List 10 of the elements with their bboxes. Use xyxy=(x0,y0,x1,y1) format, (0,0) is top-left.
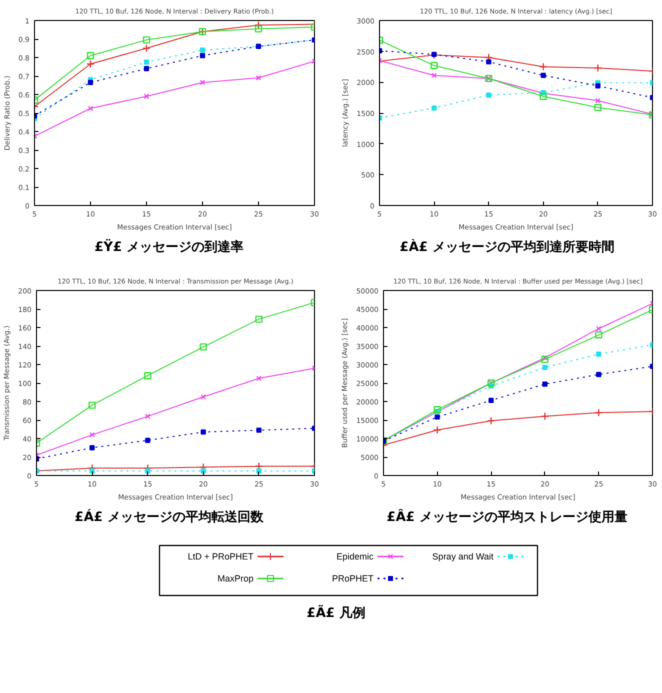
legend-label: MaxProp xyxy=(217,574,254,584)
legend-label: PRoPHET xyxy=(332,574,374,584)
legend-label: Epidemic xyxy=(336,552,374,562)
text: £Ÿ£ メッセージの到達率 xyxy=(94,239,244,257)
text: £Ã£ 凡例 xyxy=(306,605,366,623)
text: £Á£ メッセージの平均転送回数 xyxy=(74,509,264,527)
text: £À£ メッセージの平均到達所要時間 xyxy=(400,239,614,257)
legend-label: Spray and Wait xyxy=(432,552,494,562)
legend-label: LtD + PRoPHET xyxy=(188,552,254,562)
text: £Â£ メッセージの平均ストレージ使用量 xyxy=(386,509,628,527)
